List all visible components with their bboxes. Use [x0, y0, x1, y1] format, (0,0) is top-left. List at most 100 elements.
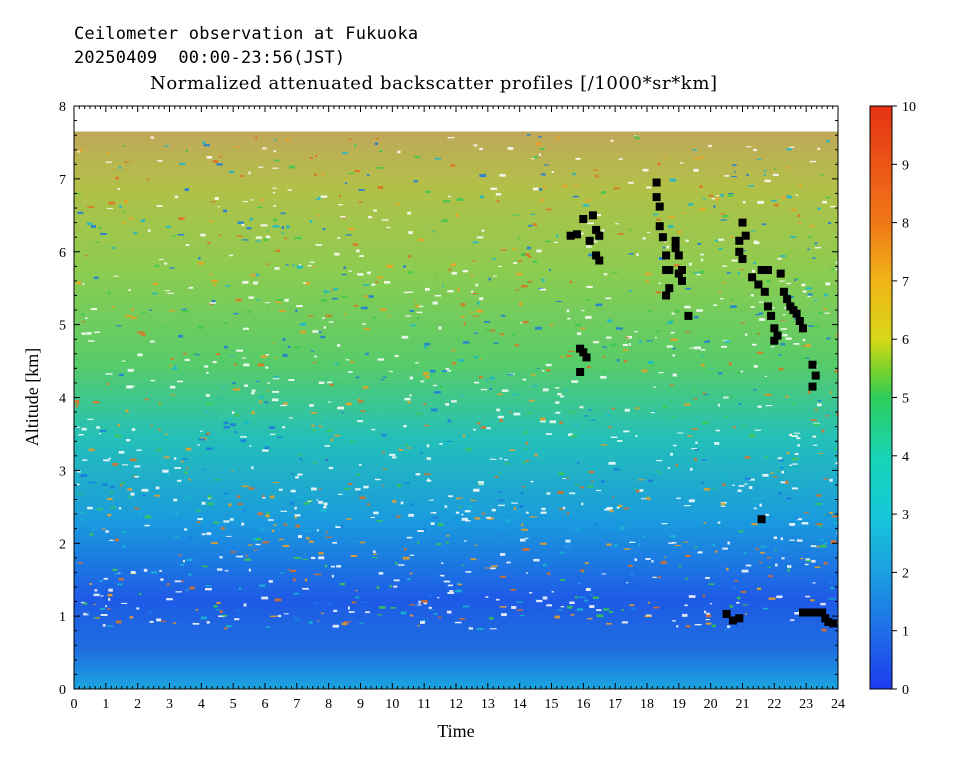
speckle	[232, 382, 236, 385]
speckle	[177, 479, 182, 482]
speckle	[243, 509, 246, 512]
speckle	[807, 391, 811, 394]
speckle	[707, 340, 710, 342]
speckle	[463, 434, 465, 437]
speckle	[458, 359, 465, 362]
speckle	[106, 382, 110, 386]
speckle	[338, 204, 344, 206]
speckle	[295, 524, 300, 528]
speckle	[805, 344, 811, 348]
speckle	[577, 582, 581, 584]
speckle	[713, 487, 716, 490]
speckle	[540, 198, 544, 202]
speckle	[486, 329, 492, 331]
speckle	[486, 427, 491, 430]
speckle	[176, 380, 184, 383]
speckle	[804, 512, 809, 514]
speckle	[694, 546, 698, 548]
speckle	[471, 290, 474, 293]
speckle	[80, 519, 84, 521]
speckle	[525, 460, 530, 462]
speckle	[576, 332, 582, 336]
speckle	[828, 222, 832, 225]
speckle	[624, 408, 630, 412]
speckle	[206, 156, 213, 159]
speckle	[416, 317, 420, 320]
speckle	[150, 136, 155, 139]
speckle	[128, 495, 131, 498]
speckle	[740, 591, 747, 593]
speckle	[140, 219, 146, 223]
speckle	[344, 488, 350, 490]
speckle	[181, 580, 185, 583]
speckle	[274, 159, 280, 162]
speckle	[700, 355, 704, 358]
speckle	[128, 217, 135, 220]
speckle	[381, 485, 385, 487]
cloud-base-marker	[592, 251, 601, 260]
speckle	[560, 606, 565, 608]
speckle	[383, 376, 387, 378]
speckle	[684, 305, 691, 309]
speckle	[356, 473, 360, 476]
speckle	[397, 150, 401, 154]
speckle	[87, 206, 95, 208]
speckle	[443, 200, 451, 203]
speckle	[403, 424, 407, 428]
speckle	[737, 272, 740, 275]
speckle	[413, 180, 418, 183]
speckle	[717, 521, 721, 524]
speckle	[386, 264, 394, 268]
speckle	[130, 571, 136, 574]
speckle	[437, 596, 440, 599]
speckle	[528, 399, 535, 402]
speckle	[308, 540, 314, 543]
speckle	[303, 502, 310, 505]
speckle	[759, 503, 762, 507]
speckle	[615, 223, 619, 225]
speckle	[443, 580, 451, 583]
speckle	[169, 385, 176, 389]
speckle	[348, 483, 353, 485]
speckle	[708, 194, 714, 197]
speckle	[340, 215, 346, 218]
speckle	[835, 462, 838, 465]
speckle	[723, 475, 730, 477]
speckle	[807, 293, 813, 296]
speckle	[575, 596, 578, 599]
speckle	[108, 201, 115, 205]
speckle	[731, 259, 738, 262]
speckle	[95, 241, 100, 243]
speckle	[789, 539, 795, 541]
speckle	[777, 469, 780, 472]
speckle	[207, 242, 211, 244]
speckle	[293, 592, 299, 595]
speckle	[759, 318, 766, 321]
speckle	[536, 367, 540, 369]
speckle	[326, 429, 333, 432]
speckle	[567, 317, 571, 320]
speckle	[129, 616, 134, 619]
speckle	[693, 168, 699, 172]
speckle	[539, 420, 546, 423]
speckle	[261, 596, 269, 600]
speckle	[341, 296, 348, 298]
speckle	[76, 281, 82, 285]
speckle	[449, 590, 454, 592]
speckle	[389, 453, 396, 456]
speckle	[124, 161, 130, 163]
speckle	[584, 562, 589, 564]
speckle	[341, 411, 345, 414]
speckle	[805, 558, 811, 561]
speckle	[634, 558, 638, 561]
speckle	[321, 299, 328, 302]
speckle	[732, 426, 736, 429]
speckle	[409, 604, 416, 606]
speckle	[81, 313, 85, 316]
speckle	[121, 360, 126, 362]
speckle	[497, 393, 503, 396]
speckle	[780, 343, 785, 346]
speckle	[430, 369, 436, 373]
speckle	[562, 478, 566, 480]
speckle	[314, 355, 317, 358]
